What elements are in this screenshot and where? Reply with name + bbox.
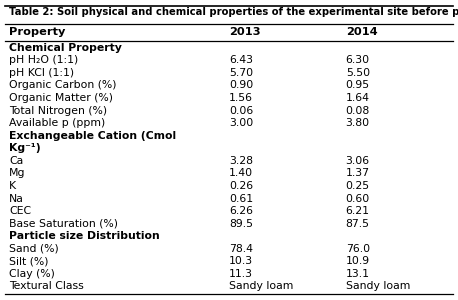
Text: 3.06: 3.06 <box>346 156 370 166</box>
Text: Exchangeable Cation (Cmol: Exchangeable Cation (Cmol <box>9 131 176 141</box>
Text: 0.26: 0.26 <box>229 181 253 191</box>
Text: 89.5: 89.5 <box>229 219 253 229</box>
Text: Total Nitrogen (%): Total Nitrogen (%) <box>9 106 107 116</box>
Text: 3.80: 3.80 <box>346 118 370 128</box>
Text: 0.90: 0.90 <box>229 80 253 90</box>
Text: 3.28: 3.28 <box>229 156 253 166</box>
Text: Sandy loam: Sandy loam <box>346 281 410 292</box>
Text: Silt (%): Silt (%) <box>9 256 49 266</box>
Text: 6.43: 6.43 <box>229 55 253 65</box>
Text: 5.50: 5.50 <box>346 68 370 78</box>
Text: 11.3: 11.3 <box>229 269 253 279</box>
Text: Organic Matter (%): Organic Matter (%) <box>9 93 113 103</box>
Text: Mg: Mg <box>9 168 26 178</box>
Text: 1.40: 1.40 <box>229 168 253 178</box>
Text: Particle size Distribution: Particle size Distribution <box>9 231 160 241</box>
Text: 1.64: 1.64 <box>346 93 370 103</box>
Text: 0.25: 0.25 <box>346 181 370 191</box>
Text: 10.9: 10.9 <box>346 256 370 266</box>
Text: Available p (ppm): Available p (ppm) <box>9 118 105 128</box>
Text: Clay (%): Clay (%) <box>9 269 55 279</box>
Text: CEC: CEC <box>9 206 31 216</box>
Text: 6.26: 6.26 <box>229 206 253 216</box>
Text: pH KCl (1:1): pH KCl (1:1) <box>9 68 74 78</box>
Text: 0.61: 0.61 <box>229 194 253 203</box>
Text: Property: Property <box>9 26 65 37</box>
Text: 1.56: 1.56 <box>229 93 253 103</box>
Text: Na: Na <box>9 194 24 203</box>
Text: 0.95: 0.95 <box>346 80 370 90</box>
Text: 0.08: 0.08 <box>346 106 370 116</box>
Text: 0.60: 0.60 <box>346 194 370 203</box>
Text: 5.70: 5.70 <box>229 68 253 78</box>
Text: 6.21: 6.21 <box>346 206 370 216</box>
Text: Organic Carbon (%): Organic Carbon (%) <box>9 80 117 90</box>
Text: 87.5: 87.5 <box>346 219 370 229</box>
Text: 2013: 2013 <box>229 26 261 37</box>
Text: Table 2: Soil physical and chemical properties of the experimental site before p: Table 2: Soil physical and chemical prop… <box>9 8 458 17</box>
Text: Kg⁻¹): Kg⁻¹) <box>9 143 41 153</box>
Text: 1.37: 1.37 <box>346 168 370 178</box>
Text: K: K <box>9 181 16 191</box>
Text: 2014: 2014 <box>346 26 377 37</box>
Text: 78.4: 78.4 <box>229 244 253 254</box>
Text: 3.00: 3.00 <box>229 118 253 128</box>
Text: 76.0: 76.0 <box>346 244 370 254</box>
Text: Textural Class: Textural Class <box>9 281 84 292</box>
Text: 10.3: 10.3 <box>229 256 253 266</box>
Text: Sandy loam: Sandy loam <box>229 281 294 292</box>
Text: Ca: Ca <box>9 156 23 166</box>
Text: Sand (%): Sand (%) <box>9 244 59 254</box>
Text: 6.30: 6.30 <box>346 55 370 65</box>
Text: pH H₂O (1:1): pH H₂O (1:1) <box>9 55 78 65</box>
Text: 13.1: 13.1 <box>346 269 370 279</box>
Text: Base Saturation (%): Base Saturation (%) <box>9 219 118 229</box>
Text: Chemical Property: Chemical Property <box>9 43 122 53</box>
Text: 0.06: 0.06 <box>229 106 253 116</box>
